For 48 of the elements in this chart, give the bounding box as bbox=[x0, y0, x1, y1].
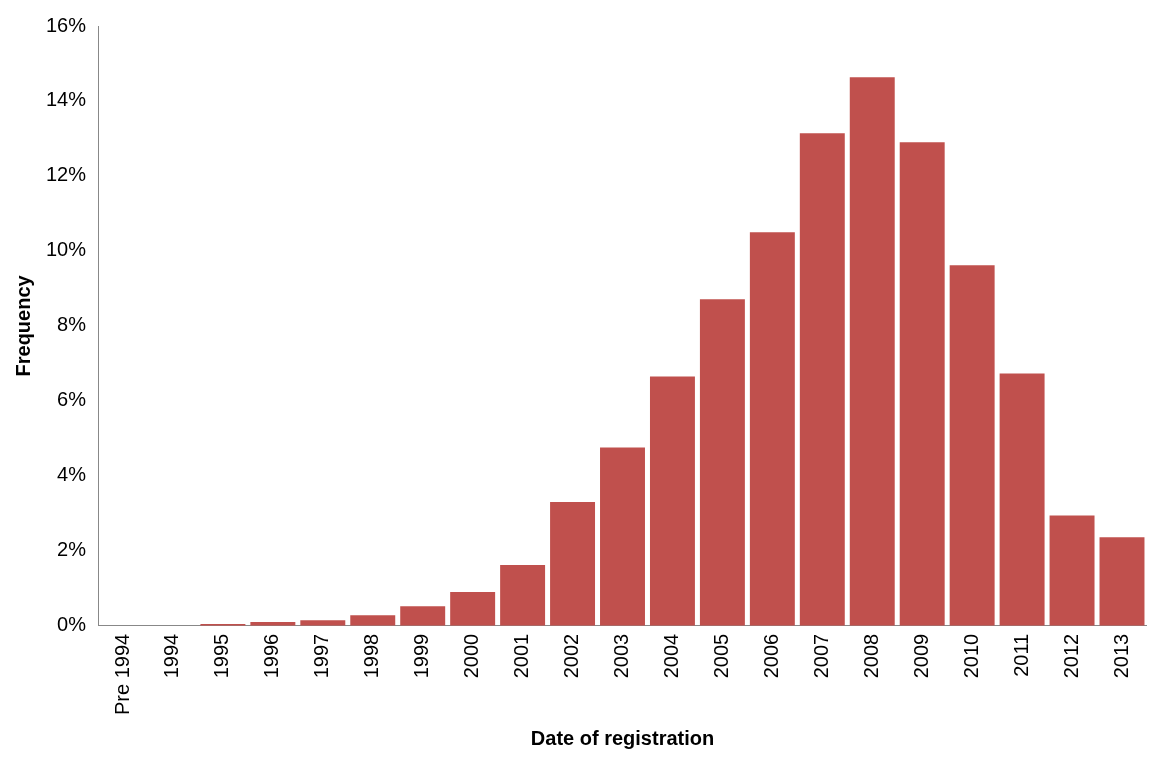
x-tick-label: 2012 bbox=[1059, 633, 1082, 679]
x-tick-label: 2007 bbox=[809, 633, 832, 679]
x-tick-label: 1994 bbox=[160, 633, 183, 679]
y-tick-label: 4% bbox=[57, 463, 87, 486]
bar bbox=[600, 447, 645, 626]
x-tick-label: 2011 bbox=[1009, 633, 1032, 677]
bar bbox=[999, 373, 1045, 626]
x-tick-label: Pre 1994 bbox=[110, 633, 133, 715]
bar bbox=[749, 232, 795, 626]
bar bbox=[500, 565, 546, 626]
y-tick-label: 8% bbox=[57, 313, 87, 336]
x-tick-label: 2006 bbox=[759, 633, 782, 679]
bar bbox=[1049, 515, 1095, 626]
x-tick-label: 2003 bbox=[610, 633, 633, 679]
bar bbox=[1099, 537, 1145, 626]
x-tick-label: 2009 bbox=[909, 633, 932, 679]
y-tick-label: 0% bbox=[57, 613, 87, 636]
x-tick-label: 2001 bbox=[510, 633, 533, 679]
bar bbox=[849, 77, 895, 626]
y-tick-label: 2% bbox=[57, 538, 87, 561]
x-tick-label: 2013 bbox=[1109, 633, 1132, 679]
bar bbox=[799, 133, 845, 626]
x-tick-label: 1999 bbox=[410, 633, 433, 679]
bar bbox=[550, 502, 596, 626]
y-tick-label: 10% bbox=[46, 238, 87, 261]
bar bbox=[350, 615, 396, 626]
bar bbox=[400, 606, 446, 626]
y-axis-title: Frequency bbox=[11, 274, 34, 377]
x-tick-label: 1998 bbox=[360, 633, 383, 679]
x-tick-label: 1997 bbox=[310, 633, 333, 679]
x-tick-label: 2002 bbox=[560, 633, 583, 679]
x-tick-label: 2000 bbox=[460, 633, 483, 679]
x-tick-label: 2008 bbox=[859, 633, 882, 679]
bar bbox=[450, 592, 496, 626]
x-tick-label: 2004 bbox=[659, 633, 682, 679]
y-tick-label: 12% bbox=[46, 163, 87, 186]
x-axis-title: Date of registration bbox=[530, 726, 715, 749]
bar bbox=[699, 299, 745, 626]
x-tick-label: 2005 bbox=[709, 633, 732, 679]
bar bbox=[649, 376, 695, 626]
x-tick-label: 2010 bbox=[959, 633, 982, 679]
bar bbox=[899, 142, 945, 626]
y-tick-label: 6% bbox=[57, 388, 87, 411]
y-tick-label: 16% bbox=[46, 13, 87, 36]
bar bbox=[949, 265, 995, 626]
y-tick-label: 14% bbox=[46, 88, 87, 111]
x-tick-label: 1995 bbox=[210, 633, 233, 679]
x-tick-label: 1996 bbox=[260, 633, 283, 679]
